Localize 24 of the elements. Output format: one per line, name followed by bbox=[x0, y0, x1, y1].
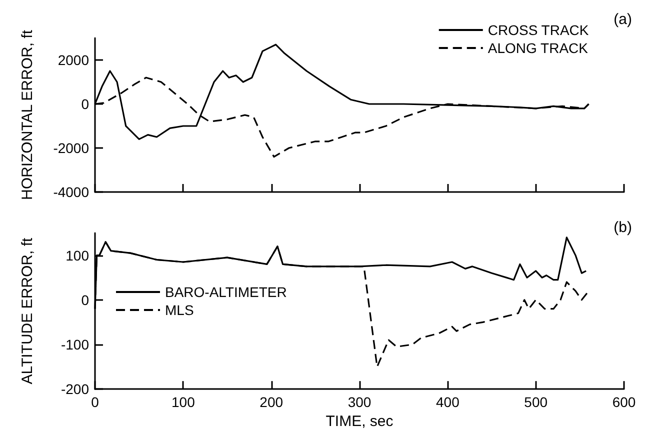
annotation: (b) bbox=[614, 219, 632, 236]
y-tick-label: -4000 bbox=[53, 184, 90, 200]
y-tick-label: -100 bbox=[60, 336, 90, 352]
x-tick-label: 200 bbox=[260, 394, 284, 410]
text: (a) bbox=[614, 11, 632, 28]
x-tick-label: 400 bbox=[436, 394, 460, 410]
legend-label: ALONG TRACK bbox=[488, 40, 589, 56]
y-tick-label: -2000 bbox=[53, 140, 90, 156]
x-axis-title: TIME, sec bbox=[326, 413, 394, 430]
x-tick-label: 0 bbox=[91, 394, 100, 410]
legend-label: CROSS TRACK bbox=[488, 22, 590, 38]
legend-label: BARO-ALTIMETER bbox=[165, 284, 287, 300]
y-axis-title: HORIZONTAL ERROR, ft bbox=[19, 29, 36, 200]
legend-label: MLS bbox=[165, 302, 194, 318]
x-tick-label: 100 bbox=[171, 394, 196, 410]
x-tick-label: 500 bbox=[524, 394, 548, 410]
y-axis-title: ALTITUDE ERROR, ft bbox=[19, 237, 36, 384]
x-tick-label: 600 bbox=[612, 394, 636, 410]
y-tick-label: -200 bbox=[60, 381, 90, 398]
y-tick-label: 0 bbox=[81, 292, 90, 308]
y-tick-label: 100 bbox=[66, 247, 90, 264]
y-tick-label: 2000 bbox=[58, 52, 90, 68]
y-tick-label: 0 bbox=[81, 96, 90, 112]
x-tick-label: 300 bbox=[348, 394, 372, 410]
